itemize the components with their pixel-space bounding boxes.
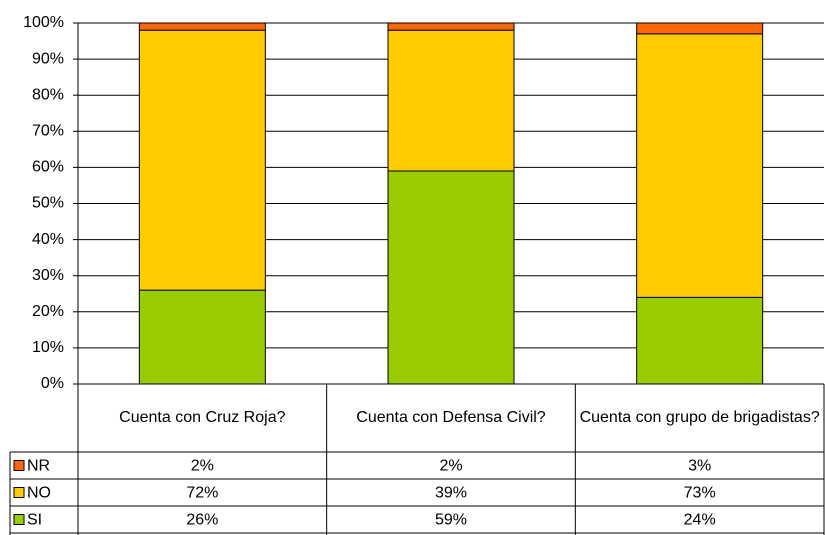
bar-segment bbox=[387, 22, 515, 31]
bar-segment bbox=[636, 22, 764, 35]
bar-segment bbox=[387, 29, 515, 172]
bar-segment bbox=[138, 22, 266, 31]
bar-segment bbox=[138, 29, 266, 291]
y-tick-label: 70% bbox=[32, 123, 64, 140]
data-label: 73% bbox=[684, 485, 716, 502]
data-label: 26% bbox=[186, 512, 218, 529]
data-label: 2% bbox=[439, 458, 462, 475]
x-tick-label: Cuenta con grupo de brigadistas? bbox=[579, 409, 820, 426]
data-label: 3% bbox=[688, 458, 711, 475]
data-label: 72% bbox=[186, 485, 218, 502]
bar-segment bbox=[387, 170, 515, 385]
y-tick-label: 10% bbox=[32, 339, 64, 356]
data-label: 24% bbox=[684, 512, 716, 529]
y-tick-label: 0% bbox=[41, 375, 64, 392]
y-tick-label: 60% bbox=[32, 159, 64, 176]
category-cell: Cuenta con Cruz Roja? bbox=[119, 409, 286, 426]
y-tick-label: 50% bbox=[32, 195, 64, 212]
legend-swatch bbox=[13, 460, 25, 471]
data-label: 59% bbox=[435, 512, 467, 529]
legend-label: SI bbox=[27, 512, 42, 529]
legend-label: NO bbox=[27, 485, 51, 502]
data-label: 39% bbox=[435, 485, 467, 502]
legend-label: NR bbox=[27, 458, 50, 475]
bar-segment bbox=[636, 33, 764, 298]
y-tick-label: 40% bbox=[32, 231, 64, 248]
bar-segment bbox=[138, 289, 266, 385]
x-tick-label: Cuenta con Cruz Roja? bbox=[119, 409, 286, 426]
y-tick-label: 20% bbox=[32, 303, 64, 320]
y-tick-label: 90% bbox=[32, 50, 64, 67]
category-cell: Cuenta con Defensa Civil? bbox=[356, 409, 546, 426]
y-tick-label: 30% bbox=[32, 267, 64, 284]
x-tick-label: Cuenta con Defensa Civil? bbox=[356, 409, 546, 426]
bar-segment bbox=[636, 296, 764, 385]
data-label: 2% bbox=[191, 458, 214, 475]
y-tick-label: 100% bbox=[23, 14, 64, 31]
legend-swatch bbox=[13, 487, 25, 498]
y-tick-label: 80% bbox=[32, 86, 64, 103]
legend-swatch bbox=[13, 514, 25, 525]
category-cell: Cuenta con grupo de brigadistas? bbox=[579, 409, 820, 426]
